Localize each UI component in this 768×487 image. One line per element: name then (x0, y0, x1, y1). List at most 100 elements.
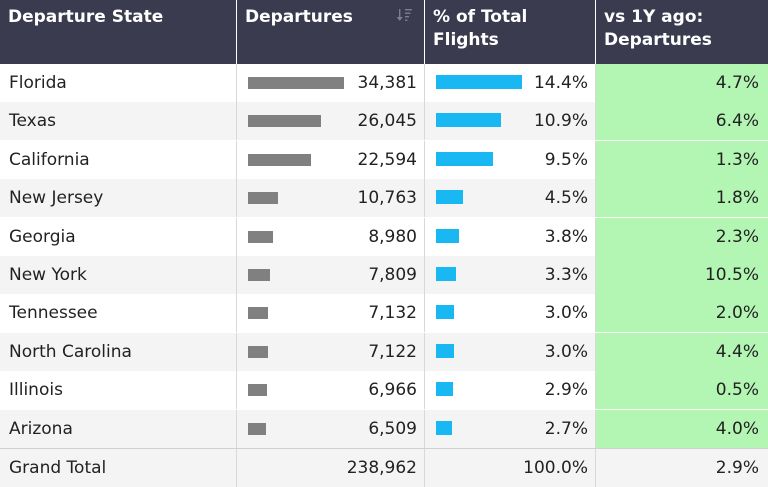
pct-cell: 9.5% (425, 140, 596, 179)
pct-cell: 3.3% (425, 256, 596, 294)
departures-value: 8,980 (368, 226, 417, 247)
header-departure-state-label: Departure State (8, 7, 164, 27)
departures-value: 7,809 (368, 265, 417, 285)
pct-bar (436, 190, 463, 205)
state-name: Georgia (0, 217, 237, 256)
pct-cell: 2.7% (425, 409, 596, 448)
departures-bar (248, 153, 312, 166)
vs-value: 1.3% (596, 140, 768, 179)
pct-bar (436, 75, 522, 89)
departures-value: 26,045 (357, 111, 417, 132)
table-row: New York 7,809 3.3% 10.5% (0, 256, 768, 294)
pct-value: 4.5% (544, 188, 588, 209)
header-pct-line1: % of Total (433, 7, 528, 27)
table-row: Tennessee 7,132 3.0% 2.0% (0, 294, 768, 333)
departures-cell: 7,809 (237, 256, 425, 294)
state-name: Tennessee (0, 294, 237, 333)
table-row: Florida 34,381 14.4% 4.7% (0, 64, 768, 102)
table-header: Departure State Departures % of Total Fl… (0, 0, 768, 64)
departures-value: 6,509 (368, 418, 417, 439)
sort-icon[interactable] (396, 8, 412, 22)
pct-bar (436, 113, 502, 128)
departures-bar (248, 422, 267, 435)
departures-bar (248, 192, 279, 205)
pct-cell: 10.9% (425, 102, 596, 141)
departures-cell: 22,594 (237, 140, 425, 179)
header-vs-line2: Departures (604, 30, 712, 50)
pct-value: 2.7% (544, 418, 588, 439)
departures-bar (248, 307, 268, 320)
departures-cell: 6,966 (237, 371, 425, 410)
table-row: New Jersey 10,763 4.5% 1.8% (0, 179, 768, 218)
state-name: Florida (0, 64, 237, 102)
vs-value: 2.3% (596, 217, 768, 256)
departures-value: 7,122 (368, 341, 417, 362)
vs-value: 10.5% (596, 256, 768, 294)
grand-total-pct: 100.0% (425, 449, 596, 487)
state-name: California (0, 140, 237, 179)
pct-cell: 14.4% (425, 64, 596, 102)
departures-cell: 10,763 (237, 179, 425, 218)
state-name: New Jersey (0, 179, 237, 218)
departures-bar (248, 384, 268, 397)
departures-value: 6,966 (368, 380, 417, 401)
departures-bar (248, 269, 270, 281)
pct-bar (436, 382, 454, 397)
header-departures-label: Departures (245, 7, 353, 27)
grand-total-departures: 238,962 (237, 449, 425, 487)
departures-value: 10,763 (357, 188, 417, 209)
departures-value: 22,594 (357, 149, 417, 170)
departures-cell: 8,980 (237, 217, 425, 256)
vs-value: 4.0% (596, 409, 768, 448)
pct-bar (436, 267, 456, 281)
departures-cell: 34,381 (237, 64, 425, 102)
pct-value: 14.4% (533, 73, 588, 93)
pct-value: 3.0% (544, 341, 588, 362)
pct-cell: 2.9% (425, 371, 596, 410)
state-name: New York (0, 256, 237, 294)
departures-cell: 26,045 (237, 102, 425, 141)
departures-value: 34,381 (357, 73, 417, 93)
departures-cell: 7,132 (237, 294, 425, 333)
header-vs-line1: vs 1Y ago: (604, 7, 704, 27)
table-row: California 22,594 9.5% 1.3% (0, 140, 768, 179)
pct-cell: 4.5% (425, 179, 596, 218)
departures-bar (248, 115, 321, 128)
pct-cell: 3.0% (425, 294, 596, 333)
pct-bar (436, 420, 453, 435)
vs-value: 2.0% (596, 294, 768, 333)
header-departures[interactable]: Departures (237, 0, 425, 64)
departures-bar (248, 77, 344, 89)
vs-value: 4.7% (596, 64, 768, 102)
table-row: Texas 26,045 10.9% 6.4% (0, 102, 768, 141)
state-name: Texas (0, 102, 237, 141)
pct-cell: 3.8% (425, 217, 596, 256)
pct-value: 2.9% (544, 380, 588, 401)
pct-bar (436, 305, 454, 320)
header-vs-1y-ago[interactable]: vs 1Y ago: Departures (596, 0, 768, 64)
departures-bar (248, 230, 274, 243)
table-row: North Carolina 7,122 3.0% 4.4% (0, 332, 768, 371)
pct-value: 3.8% (544, 226, 588, 247)
pct-bar (436, 151, 493, 166)
grand-total-label: Grand Total (0, 449, 237, 487)
pct-value: 3.3% (544, 265, 588, 285)
header-pct-total-flights[interactable]: % of Total Flights (425, 0, 596, 64)
departures-cell: 6,509 (237, 409, 425, 448)
pct-value: 10.9% (533, 111, 588, 132)
state-name: Arizona (0, 409, 237, 448)
grand-total-vs: 2.9% (715, 458, 759, 478)
header-pct-line2: Flights (433, 30, 499, 50)
pct-bar (436, 343, 454, 358)
vs-value: 0.5% (596, 371, 768, 410)
header-departure-state[interactable]: Departure State (0, 0, 237, 64)
grand-total-row: Grand Total 238,962 100.0% 2.9% (0, 448, 768, 487)
vs-value: 6.4% (596, 102, 768, 141)
table-row: Illinois 6,966 2.9% 0.5% (0, 371, 768, 410)
departures-value: 7,132 (368, 303, 417, 324)
vs-value: 4.4% (596, 332, 768, 371)
table-row: Georgia 8,980 3.8% 2.3% (0, 217, 768, 256)
departures-bar (248, 345, 268, 358)
pct-value: 3.0% (544, 303, 588, 324)
